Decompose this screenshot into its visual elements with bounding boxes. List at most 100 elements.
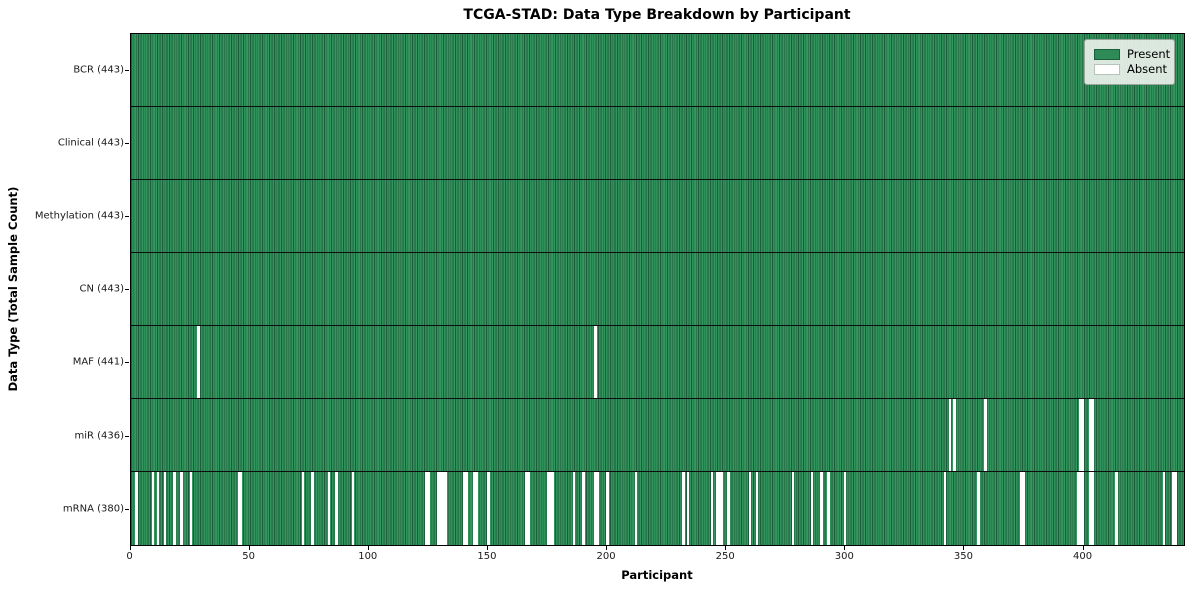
x-axis-label: Participant [621, 568, 693, 582]
absent-stripe [551, 472, 554, 545]
legend-item-absent: Absent [1085, 63, 1174, 76]
absent-stripe [596, 472, 600, 545]
absent-stripe [594, 326, 597, 399]
absent-stripe [311, 472, 314, 545]
absent-stripe [715, 472, 719, 545]
absent-stripe [197, 326, 200, 399]
absent-stripe [135, 472, 138, 545]
y-tick-label: mRNA (380) [62, 503, 124, 515]
absent-stripe [682, 472, 685, 545]
absent-stripe [463, 472, 466, 545]
absent-stripe [151, 472, 155, 545]
heatmap-row-Methylation [130, 180, 1184, 254]
absent-stripe [1174, 472, 1177, 545]
absent-stripe [1172, 472, 1175, 545]
absent-stripe [189, 472, 193, 545]
absent-stripe [948, 399, 952, 472]
absent-stripe [572, 472, 576, 545]
x-tick-label: 150 [477, 551, 497, 562]
y-tick [124, 216, 129, 218]
absent-stripe [943, 472, 947, 545]
absent-stripe [180, 472, 183, 545]
absent-stripe [953, 399, 956, 472]
x-tick-label: 300 [834, 551, 854, 562]
absent-stripe [335, 472, 338, 545]
y-tick [124, 289, 129, 291]
y-tick [124, 69, 129, 71]
absent-stripe [1076, 472, 1080, 545]
chart-title: TCGA-STAD: Data Type Breakdown by Partic… [463, 7, 851, 23]
plot-area [129, 33, 1185, 546]
absent-stripe [827, 472, 830, 545]
absent-stripe [351, 472, 355, 545]
x-tick [367, 546, 369, 550]
x-tick [1082, 546, 1084, 550]
absent-stripe [727, 472, 730, 545]
y-tick [124, 435, 129, 437]
absent-stripe [1091, 399, 1094, 472]
x-tick [129, 546, 131, 550]
absent-stripe [1079, 399, 1082, 472]
x-tick-label: 200 [596, 551, 616, 562]
x-tick [844, 546, 846, 550]
absent-stripe [425, 472, 428, 545]
y-tick-label: BCR (443) [73, 64, 124, 76]
y-tick [124, 508, 129, 510]
absent-stripe [1079, 472, 1082, 545]
absent-stripe [327, 472, 331, 545]
y-tick [124, 142, 129, 144]
absent-stripe [1081, 472, 1085, 545]
x-tick-label: 350 [953, 551, 973, 562]
legend-item-present: Present [1085, 48, 1174, 61]
legend-swatch-absent-icon [1094, 64, 1120, 76]
absent-stripe [1081, 399, 1085, 472]
absent-stripe [546, 472, 550, 545]
y-tick-label: CN (443) [79, 283, 124, 295]
x-tick [606, 546, 608, 550]
x-tick [963, 546, 965, 550]
x-tick [486, 546, 488, 550]
absent-stripe [1019, 472, 1023, 545]
absent-stripe [1022, 472, 1025, 545]
absent-stripe [748, 472, 752, 545]
absent-stripe [487, 472, 490, 545]
absent-stripe [1162, 472, 1166, 545]
absent-stripe [163, 472, 167, 545]
absent-stripe [977, 472, 980, 545]
absent-stripe [427, 472, 431, 545]
heatmap-row-mRNA [130, 472, 1184, 545]
absent-stripe [301, 472, 305, 545]
absent-stripe [717, 472, 721, 545]
absent-stripe [820, 472, 823, 545]
absent-stripe [237, 472, 241, 545]
absent-stripe [472, 472, 476, 545]
absent-stripe [582, 472, 585, 545]
absent-stripe [1091, 472, 1094, 545]
absent-stripe [984, 399, 987, 472]
absent-stripe [1088, 472, 1092, 545]
heatmap-row-CN [130, 253, 1184, 327]
absent-stripe [791, 472, 795, 545]
legend-swatch-present-icon [1094, 48, 1120, 60]
y-tick-label: Methylation (443) [34, 210, 124, 222]
absent-stripe [1115, 472, 1118, 545]
absent-stripe [439, 472, 443, 545]
y-tick [124, 362, 129, 364]
absent-stripe [755, 472, 759, 545]
absent-stripe [527, 472, 531, 545]
heatmap-row-Clinical [130, 107, 1184, 181]
absent-stripe [686, 472, 690, 545]
absent-stripe [606, 472, 609, 545]
absent-stripe [594, 472, 597, 545]
y-tick-label: miR (436) [74, 430, 124, 442]
absent-stripe [843, 472, 847, 545]
heatmap-row-miR [130, 399, 1184, 473]
heatmap-row-BCR [130, 34, 1184, 108]
absent-stripe [465, 472, 469, 545]
x-tick-label: 50 [242, 551, 255, 562]
absent-stripe [442, 472, 445, 545]
x-tick-label: 250 [715, 551, 735, 562]
absent-stripe [710, 472, 714, 545]
x-tick [725, 546, 727, 550]
absent-stripe [475, 472, 478, 545]
